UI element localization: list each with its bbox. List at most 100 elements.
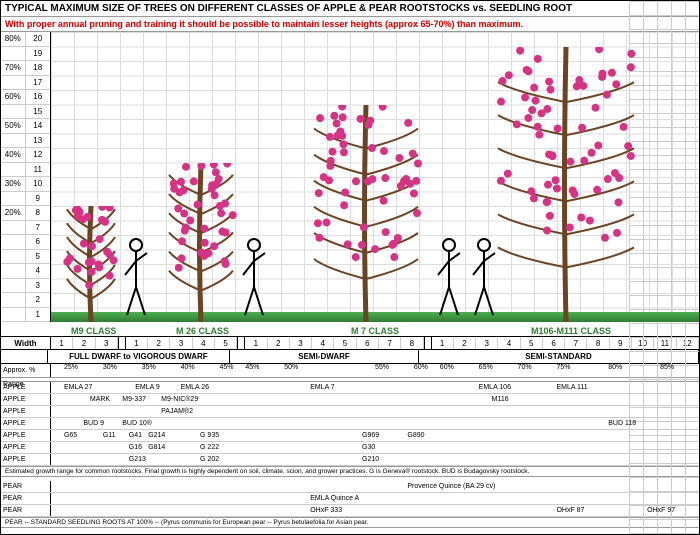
width-cell: 12 [677, 337, 699, 349]
y-axis-row: 7 [1, 221, 50, 236]
pct-range-row: Approx. % Range 25%30%35%40%45%45%50%55%… [1, 364, 699, 378]
width-cell: 6 [357, 337, 379, 349]
tree [161, 163, 241, 323]
rootstock-value: G16 [129, 442, 142, 454]
rootstock-value: M9-NIC®29 [161, 394, 198, 406]
y-axis-row: 13 [1, 134, 50, 149]
y-axis-row: 6 [1, 235, 50, 250]
row-label: APPLE [1, 442, 51, 453]
data-row: APPLEG65G11G41G214G 935G969G890 [1, 430, 699, 442]
y-axis-row: 5 [1, 250, 50, 265]
data-row: APPLEG16G814G 222G30 [1, 442, 699, 454]
width-cell: 3 [170, 337, 192, 349]
width-cell: 8 [587, 337, 609, 349]
width-cell: 2 [268, 337, 290, 349]
y-axis-row: 9 [1, 192, 50, 207]
y-axis-row: 11 [1, 163, 50, 178]
rootstock-value: MARK [90, 394, 110, 406]
width-cell: 11 [654, 337, 676, 349]
rootstock-value: G 222 [200, 442, 219, 454]
width-cell: 4 [312, 337, 334, 349]
row-label: APPLE [1, 418, 51, 429]
width-cell: 7 [379, 337, 401, 349]
rootstock-value: EMLA 111 [556, 382, 587, 394]
pct-value: 85% [660, 364, 674, 371]
category-label: FULL DWARF to VIGOROUS DWARF [48, 350, 230, 363]
y-axis-row: 20%8 [1, 206, 50, 221]
tree [301, 105, 431, 323]
y-axis-row: 30%10 [1, 177, 50, 192]
category-label: SEMI-STANDARD [419, 350, 699, 363]
rootstock-value: G 935 [200, 430, 219, 442]
row-label: APPLE [1, 406, 51, 417]
width-cell: 8 [401, 337, 423, 349]
width-cell: 5 [521, 337, 543, 349]
plot-area: M9 CLASS M 26 CLASS M 7 CLASS M106-M111 … [51, 32, 699, 322]
rootstock-value: G41 [129, 430, 142, 442]
rootstock-value: OHxF 97 [647, 505, 675, 517]
pct-value: 60% [414, 364, 428, 371]
row-label: PEAR [1, 481, 51, 492]
pct-range-label: Approx. % Range [1, 364, 51, 377]
y-axis-row: 19 [1, 47, 50, 62]
pear-note: PEAR -- STANDARD SEEDLING ROOTS AT 100% … [1, 517, 699, 528]
width-cell: 1 [126, 337, 148, 349]
rootstock-value: G890 [407, 430, 424, 442]
width-cell: 7 [565, 337, 587, 349]
width-cell: 1 [245, 337, 267, 349]
y-axis-row: 3 [1, 279, 50, 294]
pct-value: 80% [608, 364, 622, 371]
tree [61, 206, 121, 322]
y-axis-row: 60%16 [1, 90, 50, 105]
y-axis: 80%201970%181760%161550%141340%121130%10… [1, 32, 51, 322]
tree [481, 47, 651, 323]
pct-value: 65% [479, 364, 493, 371]
rootstock-value: G65 [64, 430, 77, 442]
stick-figure-icon [241, 237, 267, 322]
category-label: SEMI-DWARF [230, 350, 419, 363]
rootstock-value: G210 [362, 454, 379, 466]
width-cell: 6 [543, 337, 565, 349]
y-axis-row: 2 [1, 293, 50, 308]
row-label: APPLE [1, 394, 51, 405]
growth-note: Estimated growth range for common rootst… [1, 466, 699, 477]
rootstock-value: G11 [103, 430, 116, 442]
pct-value: 50% [284, 364, 298, 371]
y-axis-row: 70%18 [1, 61, 50, 76]
rootstock-value: M9-337 [122, 394, 146, 406]
data-row: APPLEPAJAM®2 [1, 406, 699, 418]
rootstock-value: EMLA 26 [181, 382, 209, 394]
rootstock-value: Provence Quince (BA 29 cv) [407, 481, 495, 493]
rootstock-value: G213 [129, 454, 146, 466]
data-row: PEAR Provence Quince (BA 29 cv) [1, 481, 699, 493]
rootstock-value: BUD 118 [608, 418, 636, 430]
width-cell: 4 [498, 337, 520, 349]
data-row: APPLEEMLA 27EMLA 9EMLA 26EMLA 7EMLA 106E… [1, 382, 699, 394]
chart-container: TYPICAL MAXIMUM SIZE OF TREES ON DIFFERE… [0, 0, 700, 535]
data-row: APPLEMARKM9-337M9-NIC®29M116 [1, 394, 699, 406]
class-label: M 7 CLASS [351, 326, 399, 336]
width-cells: 1231234512345678123456789101112 [51, 337, 699, 349]
width-cell: 3 [290, 337, 312, 349]
rootstock-value: G969 [362, 430, 379, 442]
width-cell: 4 [193, 337, 215, 349]
pct-value: 40% [181, 364, 195, 371]
class-label: M9 CLASS [71, 326, 117, 336]
rootstock-value: G 202 [200, 454, 219, 466]
width-cell: 2 [73, 337, 95, 349]
pear-data-rows: PEAR Provence Quince (BA 29 cv) PEAR EMLA Q… [1, 481, 699, 517]
rootstock-value: BUD 10® [122, 418, 152, 430]
y-axis-row: 80%20 [1, 32, 50, 47]
class-label: M106-M111 CLASS [531, 326, 611, 336]
width-cell: 5 [334, 337, 356, 349]
chart-area: 80%201970%181760%161550%141340%121130%10… [1, 32, 699, 322]
y-axis-row: 50%14 [1, 119, 50, 134]
rootstock-value: EMLA Quince A [310, 493, 359, 505]
width-cell: 2 [148, 337, 170, 349]
rootstock-value: OHxF 87 [556, 505, 584, 517]
row-label: PEAR [1, 493, 51, 504]
data-row: APPLEG213G 202G210 [1, 454, 699, 466]
category-row: FULL DWARF to VIGOROUS DWARFSEMI-DWARFSE… [1, 350, 699, 364]
chart-subtitle: With proper annual pruning and training … [1, 17, 699, 32]
width-cell: 10 [632, 337, 654, 349]
